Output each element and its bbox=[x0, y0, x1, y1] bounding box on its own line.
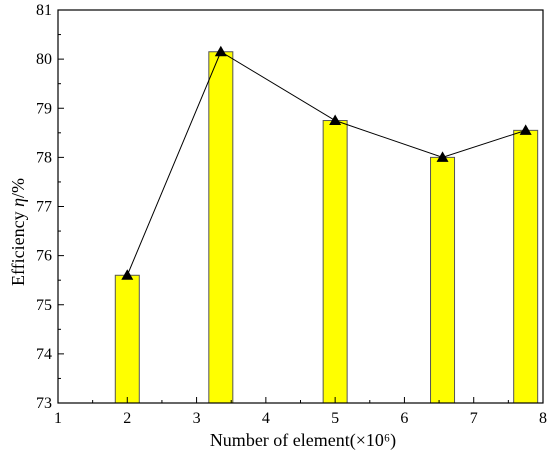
y-tick-label: 80 bbox=[36, 51, 52, 68]
y-axis-title: Efficiency η/% bbox=[8, 178, 28, 286]
line-marker bbox=[436, 151, 449, 162]
y-tick-label: 75 bbox=[36, 297, 52, 314]
y-axis-ticks: 73 74 75 76 77 78 79 80 81 bbox=[36, 2, 64, 412]
bar bbox=[430, 156, 456, 404]
y-tick-label: 76 bbox=[36, 248, 52, 265]
x-tick-label: 2 bbox=[123, 410, 131, 427]
line-marker bbox=[329, 114, 342, 126]
y-tick-label: 73 bbox=[36, 395, 52, 412]
x-tick-label: 4 bbox=[262, 410, 270, 427]
y-axis-title-symbol: η bbox=[8, 198, 28, 207]
bar bbox=[513, 129, 539, 404]
bar bbox=[322, 120, 348, 404]
y-tick-label: 79 bbox=[36, 100, 52, 117]
y-tick-label: 77 bbox=[36, 199, 52, 216]
y-axis-title-main: Efficiency bbox=[8, 207, 28, 286]
line-marker bbox=[121, 269, 134, 280]
line-marker bbox=[519, 124, 532, 135]
bar bbox=[114, 274, 140, 404]
x-tick-label: 5 bbox=[331, 410, 339, 427]
y-tick-label: 81 bbox=[36, 2, 52, 19]
x-tick-label: 3 bbox=[193, 410, 201, 427]
x-tick-label: 7 bbox=[470, 410, 478, 427]
y-tick-label: 74 bbox=[36, 346, 52, 363]
bar bbox=[208, 51, 234, 404]
x-tick-label: 6 bbox=[400, 410, 408, 427]
x-tick-label: 1 bbox=[54, 410, 62, 427]
y-axis-title-unit: /% bbox=[8, 178, 28, 198]
bar-series bbox=[114, 51, 539, 404]
x-axis-title: Number of element(×10⁶) bbox=[210, 430, 396, 451]
line-marker bbox=[214, 45, 227, 57]
line-series bbox=[121, 45, 532, 280]
x-axis-ticks: 1 2 3 4 5 6 7 8 bbox=[54, 397, 547, 427]
x-tick-label: 8 bbox=[539, 410, 547, 427]
y-tick-label: 78 bbox=[36, 149, 52, 166]
